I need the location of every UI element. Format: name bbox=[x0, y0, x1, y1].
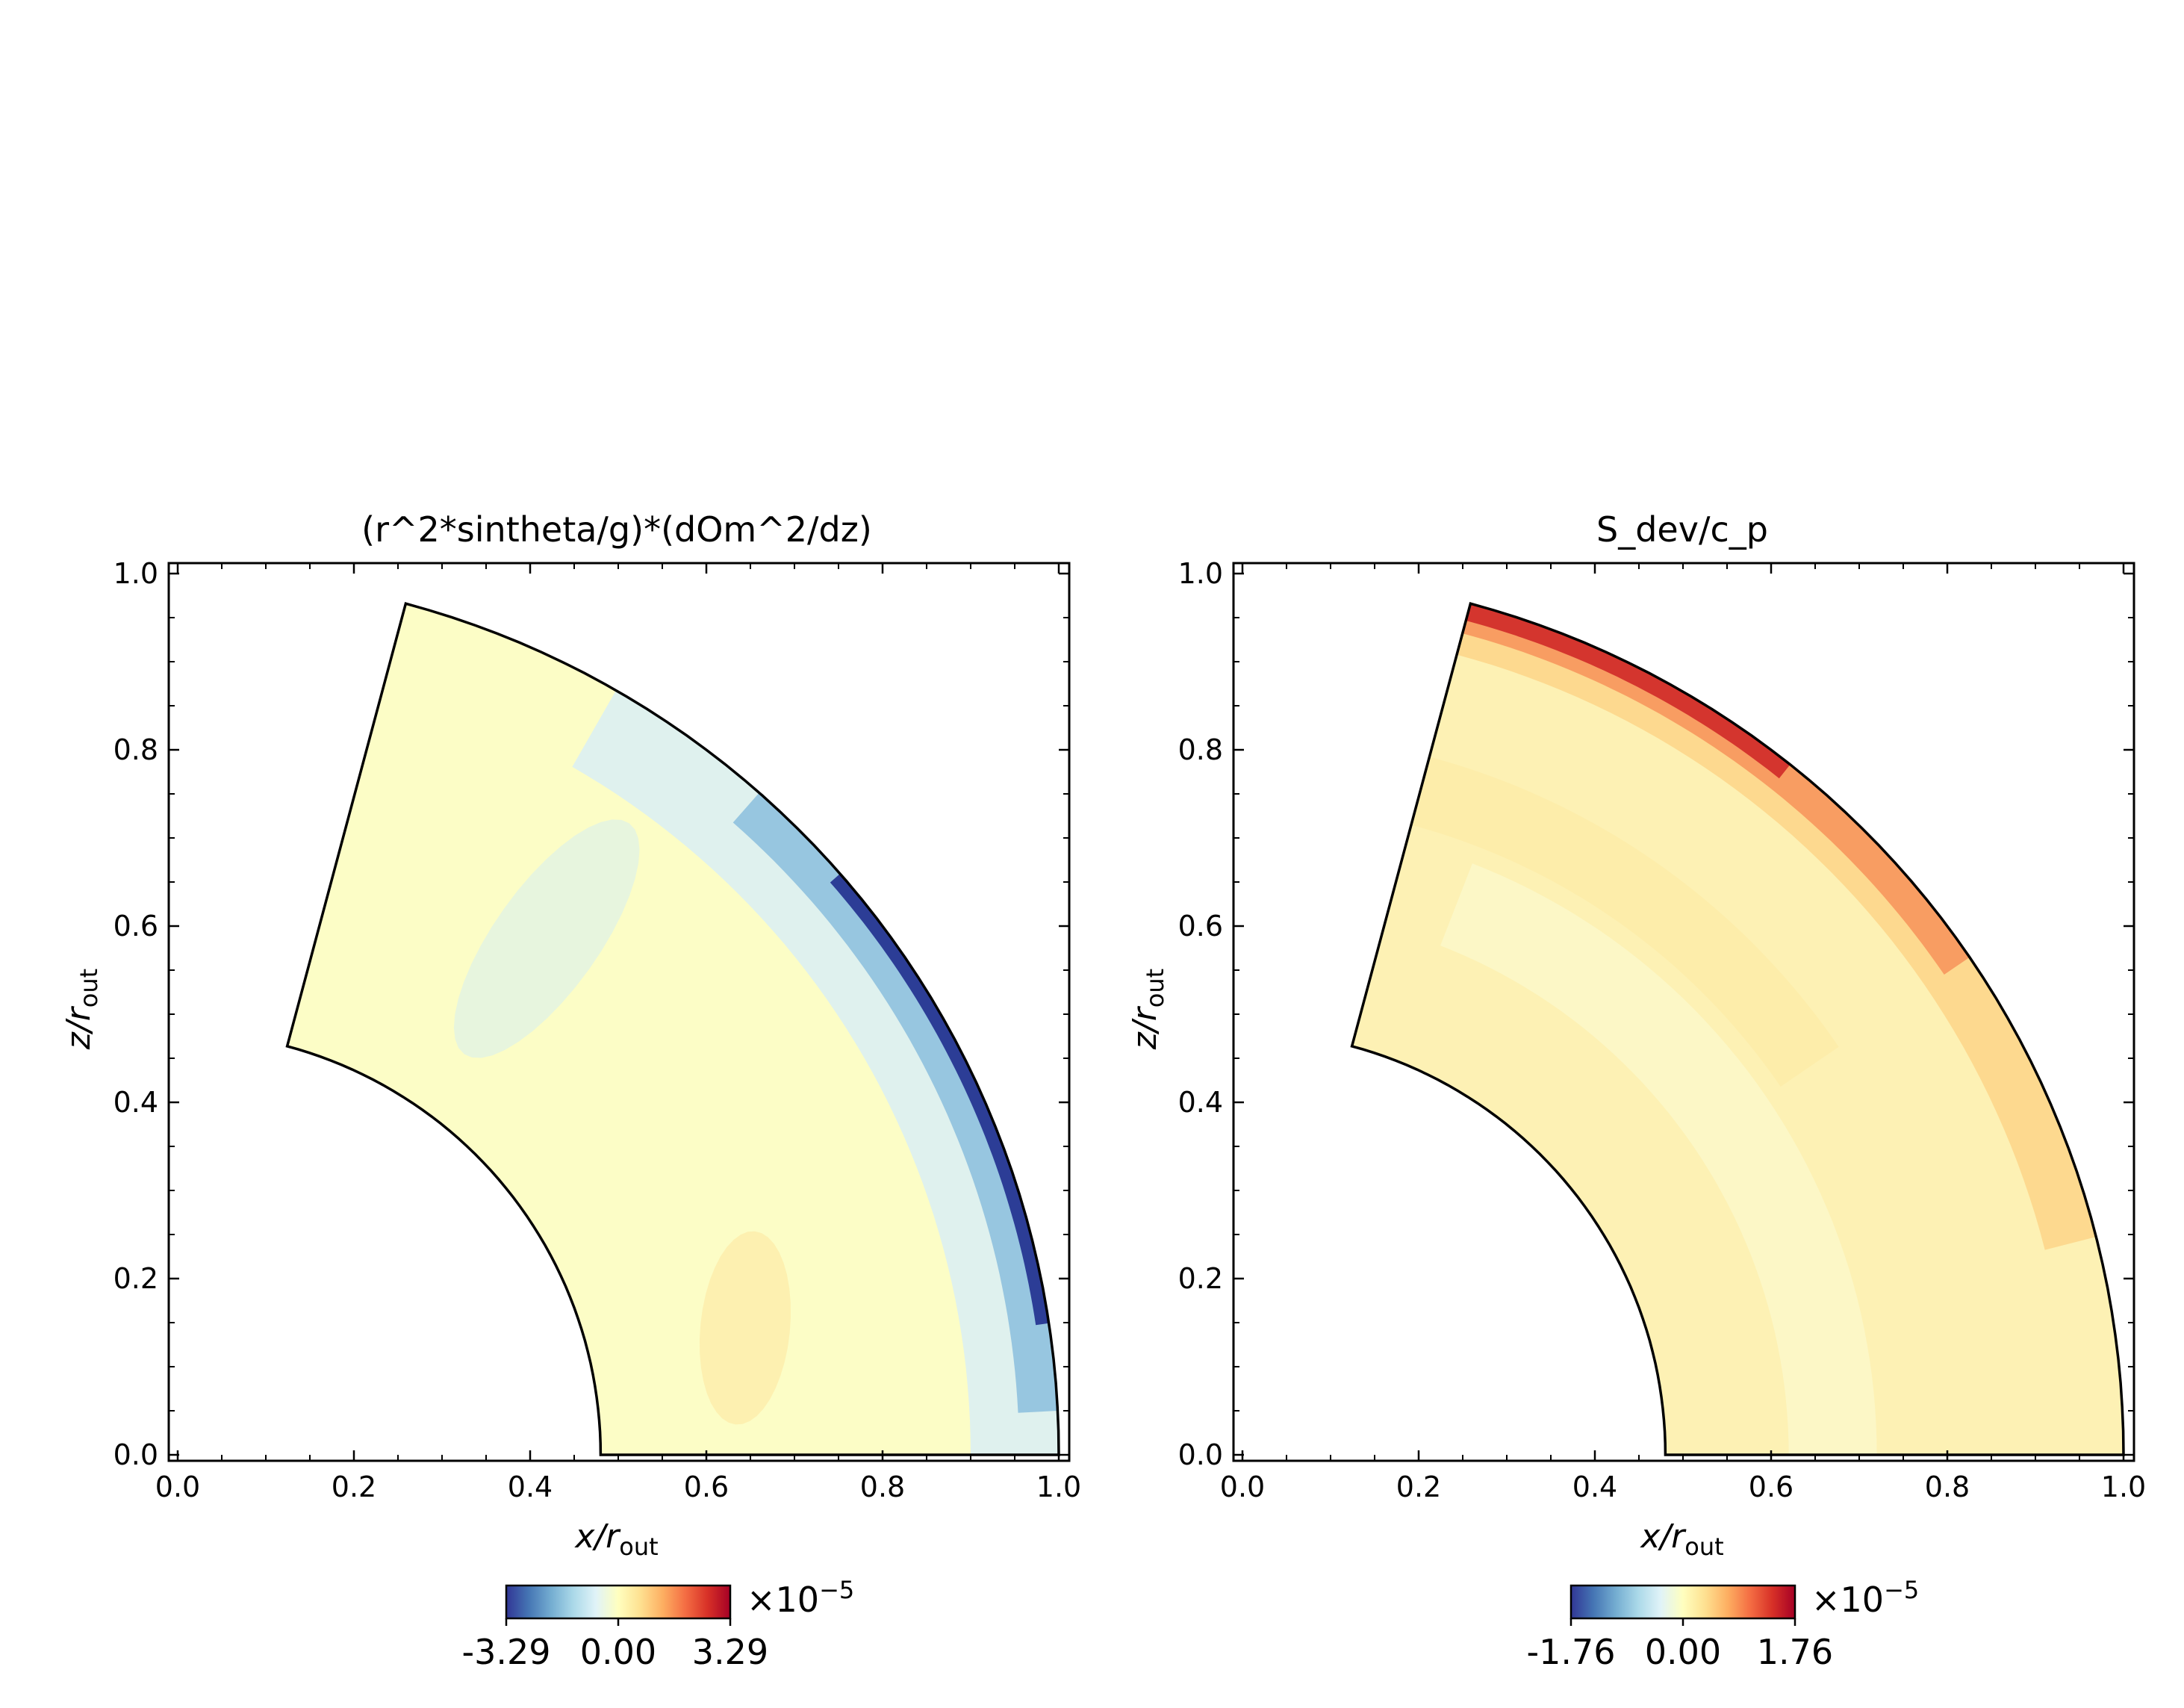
left-ytick-label: 0.2 bbox=[113, 1262, 158, 1295]
left-y-ticks: 0.0 0.2 0.4 0.6 0.8 1.0 bbox=[113, 557, 1069, 1471]
right-xtick-label: 0.0 bbox=[1220, 1471, 1265, 1503]
right-field bbox=[1350, 602, 2125, 1456]
right-x-ticks: 0.0 0.2 0.4 0.6 0.8 1.0 bbox=[1220, 563, 2146, 1503]
left-outer-layer-mid bbox=[732, 792, 1058, 1413]
right-outer-layer-mid bbox=[1462, 603, 1970, 975]
left-low-positive-patch bbox=[700, 1231, 791, 1425]
right-ylabel: z/rout bbox=[1126, 969, 1169, 1050]
left-xtick-label: 0.8 bbox=[860, 1471, 905, 1503]
right-colorbar: -1.76 0.00 1.76 ×10−5 bbox=[1526, 1576, 1919, 1672]
right-xtick-label: 0.6 bbox=[1749, 1471, 1793, 1503]
left-colorbar: -3.29 0.00 3.29 ×10−5 bbox=[461, 1576, 854, 1672]
left-colorbar-multiplier: ×10−5 bbox=[747, 1576, 854, 1620]
right-xtick-label: 0.8 bbox=[1925, 1471, 1970, 1503]
right-colorbar-tick-label: -1.76 bbox=[1526, 1632, 1615, 1672]
left-mid-negative-band bbox=[453, 819, 640, 1058]
left-ytick-label: 0.4 bbox=[113, 1086, 158, 1119]
left-xtick-label: 0.0 bbox=[155, 1471, 200, 1503]
right-xtick-label: 0.2 bbox=[1396, 1471, 1441, 1503]
right-interior-light-band bbox=[1440, 863, 1877, 1455]
right-colorbar-multiplier: ×10−5 bbox=[1811, 1576, 1919, 1620]
left-xlabel: x/rout bbox=[573, 1518, 658, 1561]
left-xtick-label: 1.0 bbox=[1036, 1471, 1081, 1503]
left-colorbar-tick-label: -3.29 bbox=[461, 1632, 550, 1672]
left-colorbar-gradient bbox=[505, 1584, 732, 1620]
right-y-ticks: 0.0 0.2 0.4 0.6 0.8 1.0 bbox=[1178, 557, 2134, 1471]
left-field bbox=[285, 602, 1060, 1456]
right-outer-layer-dark bbox=[1466, 603, 1791, 779]
right-ytick-label: 0.8 bbox=[1178, 733, 1223, 766]
left-title: (r^2*sintheta/g)*(dOm^2/dz) bbox=[361, 509, 872, 550]
left-ytick-label: 0.0 bbox=[113, 1438, 158, 1471]
right-wedge-outline bbox=[1350, 602, 2125, 1456]
right-title: S_dev/c_p bbox=[1596, 509, 1768, 550]
left-xtick-label: 0.6 bbox=[684, 1471, 729, 1503]
left-xtick-label: 0.4 bbox=[508, 1471, 553, 1503]
left-x-ticks: 0.0 0.2 0.4 0.6 0.8 1.0 bbox=[155, 563, 1081, 1503]
right-ytick-label: 0.6 bbox=[1178, 910, 1223, 942]
left-ylabel: z/rout bbox=[60, 969, 103, 1050]
right-xlabel: x/rout bbox=[1639, 1518, 1723, 1561]
left-ytick-label: 0.8 bbox=[113, 733, 158, 766]
right-outer-layer-light bbox=[1457, 603, 2097, 1250]
left-wedge-fill bbox=[287, 603, 1060, 1456]
left-wedge-outline bbox=[285, 602, 1060, 1456]
right-ytick-label: 0.4 bbox=[1178, 1086, 1223, 1119]
left-ytick-label: 0.6 bbox=[113, 910, 158, 942]
right-interior-warm-band bbox=[1411, 757, 1839, 1087]
left-panel: (r^2*sintheta/g)*(dOm^2/dz) 0.0 0.2 0.4 0.6… bbox=[60, 509, 1081, 1672]
left-colorbar-tick-label: 0.00 bbox=[580, 1632, 656, 1672]
right-xtick-label: 0.4 bbox=[1572, 1471, 1617, 1503]
right-colorbar-tick-label: 1.76 bbox=[1757, 1632, 1833, 1672]
right-panel: S_dev/c_p 0.0 0.2 0.4 0.6 0.8 1.0 0.00.20.40.… bbox=[1126, 509, 2146, 1672]
right-xtick-label: 1.0 bbox=[2101, 1471, 2146, 1503]
left-ytick-label: 1.0 bbox=[113, 557, 158, 590]
left-xtick-label: 0.2 bbox=[332, 1471, 376, 1503]
right-ytick-label: 1.0 bbox=[1178, 557, 1223, 590]
right-ytick-label: 0.2 bbox=[1178, 1262, 1223, 1295]
right-ytick-label: 0.0 bbox=[1178, 1438, 1223, 1471]
right-colorbar-gradient bbox=[1569, 1584, 1796, 1620]
right-colorbar-tick-label: 0.00 bbox=[1645, 1632, 1721, 1672]
left-colorbar-tick-label: 3.29 bbox=[692, 1632, 768, 1672]
